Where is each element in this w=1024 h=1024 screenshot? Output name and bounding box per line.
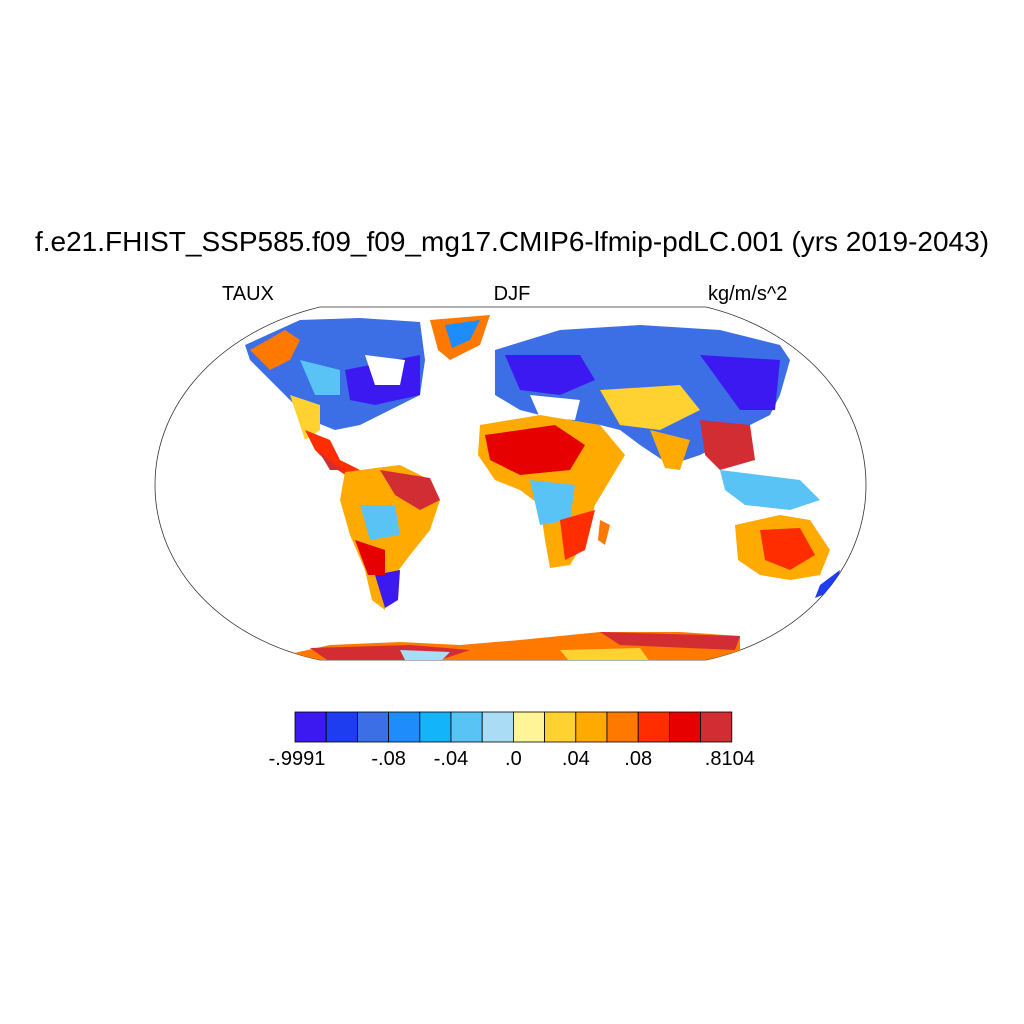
colorbar-swatch — [513, 711, 546, 743]
colorbar-swatch — [700, 711, 733, 743]
north-america — [245, 318, 425, 478]
plot-title: f.e21.FHIST_SSP585.f09_f09_mg17.CMIP6-lf… — [34, 226, 990, 257]
eurasia — [495, 325, 790, 470]
colorbar-tick-label: .8104 — [704, 748, 755, 770]
colorbar-swatch — [575, 711, 608, 743]
season-label: DJF — [493, 283, 531, 305]
maritime-asia — [720, 470, 820, 510]
colorbar-swatch — [606, 711, 639, 743]
colorbar-swatch — [325, 711, 358, 743]
colorbar-swatch — [419, 711, 452, 743]
variable-label: TAUX — [222, 283, 274, 305]
colorbar-swatch — [544, 711, 577, 743]
australia — [735, 515, 830, 580]
colorbar-swatch — [388, 711, 421, 743]
colorbar-swatch — [450, 711, 483, 743]
colorbar-tick-label: -.08 — [371, 748, 406, 770]
colorbar-tick-label: .08 — [624, 748, 653, 770]
africa — [478, 415, 625, 568]
new-zealand — [815, 570, 840, 598]
antarctica — [285, 632, 740, 660]
colorbar-swatch — [637, 711, 670, 743]
colorbar-swatch — [294, 711, 327, 743]
colorbar-tick-label: -.9991 — [268, 748, 326, 770]
units-label: kg/m/s^2 — [708, 283, 788, 305]
colorbar-swatch — [356, 711, 389, 743]
colorbar-swatch — [481, 711, 514, 743]
south-america — [340, 465, 440, 610]
colorbar-tick-label: .0 — [505, 748, 522, 770]
colorbar-tick-label: .04 — [561, 748, 590, 770]
colorbar-swatch — [669, 711, 702, 743]
land-field — [245, 315, 840, 660]
colorbar-tick-label: -.04 — [433, 748, 469, 770]
